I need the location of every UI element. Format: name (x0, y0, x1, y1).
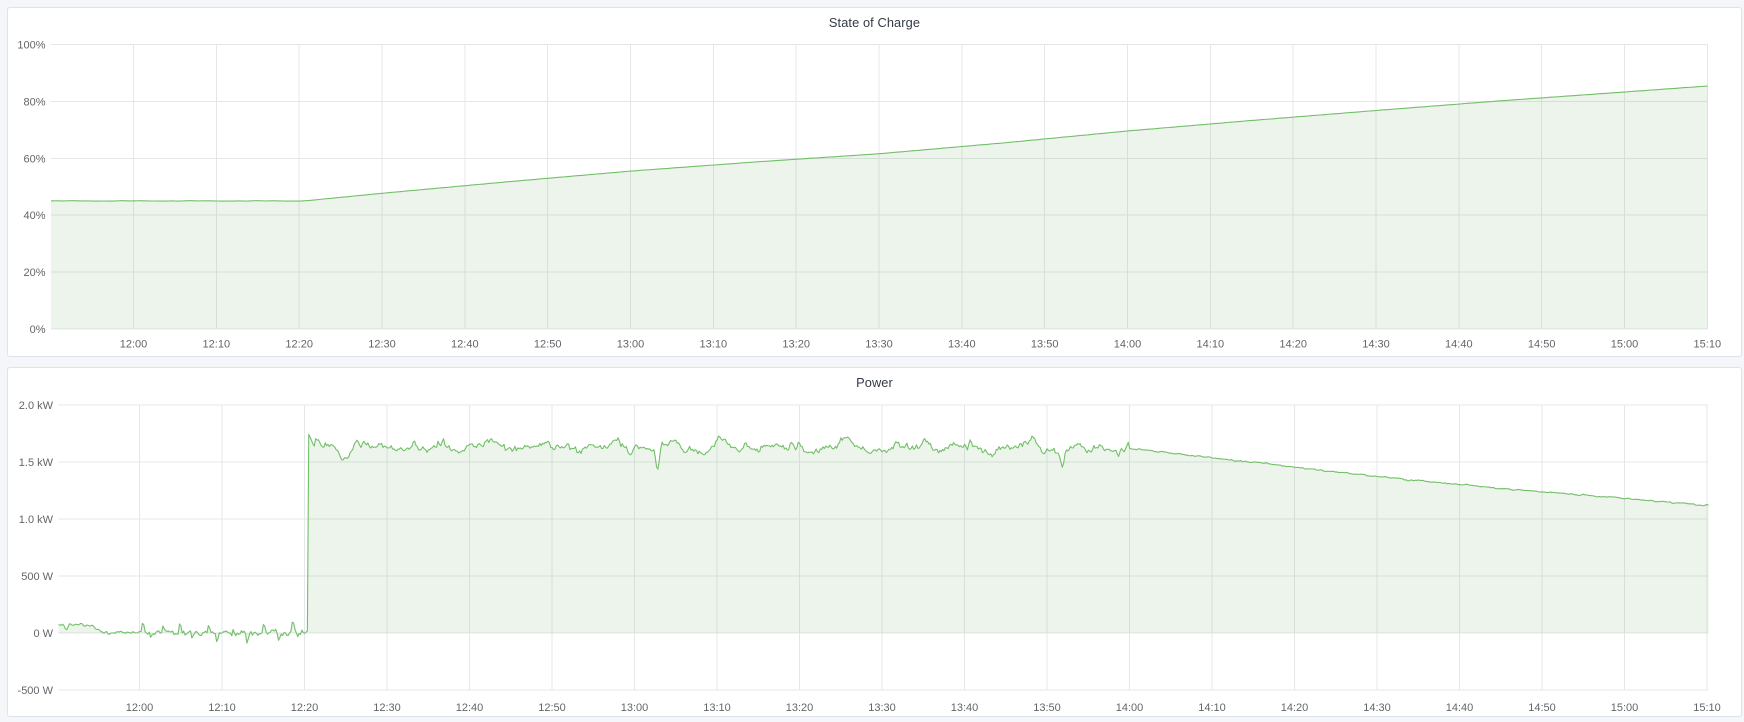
svg-text:14:40: 14:40 (1446, 702, 1474, 714)
svg-text:40%: 40% (23, 210, 45, 222)
svg-text:1.0 kW: 1.0 kW (19, 514, 54, 526)
svg-text:13:00: 13:00 (621, 702, 649, 714)
svg-text:12:00: 12:00 (126, 702, 154, 714)
svg-text:0%: 0% (30, 324, 46, 336)
svg-text:100%: 100% (17, 40, 45, 52)
svg-text:14:40: 14:40 (1445, 339, 1473, 351)
svg-text:80%: 80% (23, 96, 45, 108)
svg-text:13:50: 13:50 (1033, 702, 1061, 714)
svg-text:12:30: 12:30 (368, 339, 396, 351)
svg-text:1.5 kW: 1.5 kW (19, 457, 54, 469)
svg-text:12:10: 12:10 (208, 702, 236, 714)
svg-text:14:20: 14:20 (1281, 702, 1309, 714)
svg-text:14:30: 14:30 (1363, 702, 1391, 714)
svg-text:13:00: 13:00 (617, 339, 645, 351)
svg-text:12:10: 12:10 (203, 339, 231, 351)
svg-text:13:10: 13:10 (703, 702, 731, 714)
svg-text:14:10: 14:10 (1198, 702, 1226, 714)
svg-text:500 W: 500 W (21, 571, 53, 583)
svg-text:14:00: 14:00 (1114, 339, 1142, 351)
svg-text:14:00: 14:00 (1116, 702, 1144, 714)
svg-text:0 W: 0 W (33, 628, 53, 640)
svg-text:13:10: 13:10 (700, 339, 728, 351)
svg-text:20%: 20% (23, 267, 45, 279)
svg-text:14:30: 14:30 (1362, 339, 1390, 351)
svg-text:12:40: 12:40 (451, 339, 479, 351)
svg-text:12:00: 12:00 (120, 339, 148, 351)
svg-text:12:50: 12:50 (534, 339, 562, 351)
svg-text:15:00: 15:00 (1611, 702, 1639, 714)
svg-text:13:20: 13:20 (786, 702, 814, 714)
svg-text:12:50: 12:50 (538, 702, 566, 714)
svg-text:14:20: 14:20 (1279, 339, 1307, 351)
svg-text:13:30: 13:30 (868, 702, 896, 714)
svg-text:14:50: 14:50 (1528, 339, 1556, 351)
svg-text:2.0 kW: 2.0 kW (19, 400, 54, 412)
svg-text:13:50: 13:50 (1031, 339, 1059, 351)
svg-text:13:40: 13:40 (948, 339, 976, 351)
svg-text:15:10: 15:10 (1693, 702, 1721, 714)
svg-text:15:00: 15:00 (1611, 339, 1639, 351)
svg-text:60%: 60% (23, 153, 45, 165)
svg-text:12:20: 12:20 (291, 702, 319, 714)
svg-text:13:20: 13:20 (782, 339, 810, 351)
svg-text:13:40: 13:40 (951, 702, 979, 714)
svg-text:15:10: 15:10 (1694, 339, 1722, 351)
svg-text:-500 W: -500 W (18, 685, 54, 697)
svg-text:14:50: 14:50 (1528, 702, 1556, 714)
svg-text:12:40: 12:40 (456, 702, 484, 714)
svg-text:14:10: 14:10 (1197, 339, 1225, 351)
svg-text:12:30: 12:30 (373, 702, 401, 714)
svg-text:12:20: 12:20 (285, 339, 313, 351)
svg-text:13:30: 13:30 (865, 339, 893, 351)
